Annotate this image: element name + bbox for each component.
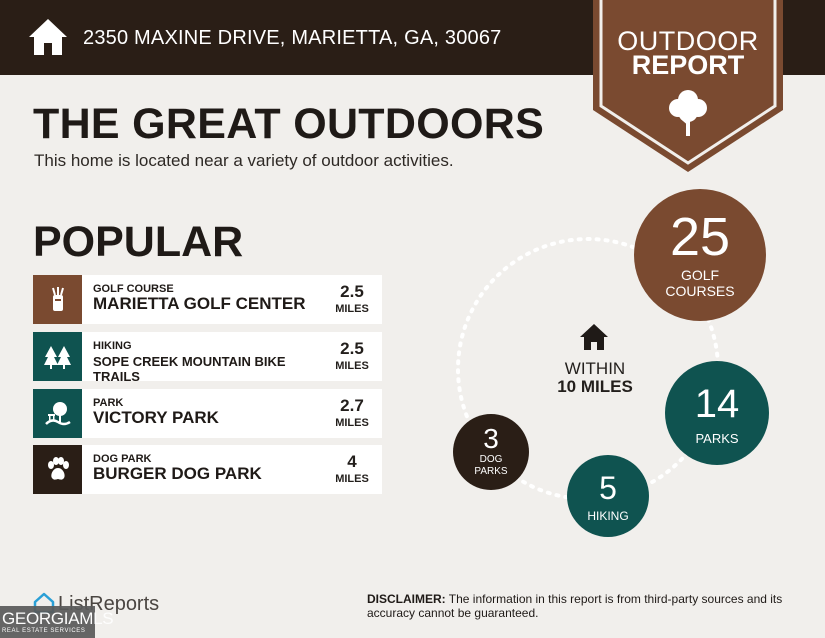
dog-count: 3 (483, 423, 499, 454)
home-icon (29, 19, 67, 55)
hiking-count: 5 (599, 470, 617, 506)
within-radius: 10 MILES (557, 377, 633, 396)
popular-heading: POPULAR (33, 218, 244, 266)
page-subtitle: This home is located near a variety of o… (34, 151, 454, 170)
popular-item-park: PARK VICTORY PARK 2.7 MILES (33, 389, 382, 438)
parks-count-circle: 14 PARKS (665, 361, 769, 465)
hiking-count-circle: 5 HIKING (567, 455, 649, 537)
item-category: PARK (93, 397, 124, 409)
dog-count-circle: 3 DOG PARKS (453, 414, 529, 490)
item-category: HIKING (93, 340, 132, 352)
badge-title-line1: OUTDOOR (617, 26, 759, 56)
popular-item-golf: GOLF COURSE MARIETTA GOLF CENTER 2.5 MIL… (33, 275, 382, 324)
item-distance: 4 (347, 452, 357, 471)
park-tree-icon (33, 389, 82, 438)
page-title: THE GREAT OUTDOORS (33, 100, 545, 148)
item-category: GOLF COURSE (93, 283, 174, 295)
item-distance-unit: MILES (335, 303, 369, 315)
item-name: BURGER DOG PARK (93, 464, 262, 483)
dog-count-label: DOG PARKS (474, 454, 508, 477)
pine-trees-icon (33, 332, 82, 381)
home-small-icon (580, 324, 608, 350)
popular-item-dog-park: DOG PARK BURGER DOG PARK 4 MILES (33, 445, 382, 494)
golf-count-label: GOLF COURSES (665, 267, 735, 299)
item-distance: 2.7 (340, 396, 364, 415)
outdoor-report-badge (593, 0, 783, 172)
popular-item-hiking: HIKING SOPE CREEK MOUNTAIN BIKE TRAILS 2… (33, 332, 382, 384)
item-distance-unit: MILES (335, 360, 369, 372)
hiking-count-label: HIKING (587, 509, 629, 523)
parks-count: 14 (694, 382, 740, 426)
golf-bag-icon (33, 275, 82, 324)
georgia-mls-watermark: GEORGIAMLS REAL ESTATE SERVICES (0, 606, 114, 638)
parks-count-label: PARKS (695, 431, 739, 446)
item-distance-unit: MILES (335, 473, 369, 485)
property-address: 2350 MAXINE DRIVE, MARIETTA, GA, 30067 (83, 27, 502, 49)
tree-icon (669, 90, 707, 136)
paw-icon (33, 445, 82, 494)
item-distance-unit: MILES (335, 417, 369, 429)
item-distance: 2.5 (340, 339, 364, 358)
watermark-sub: REAL ESTATE SERVICES (2, 628, 86, 634)
disclaimer-label: DISCLAIMER: (367, 592, 446, 606)
within-label: WITHIN (564, 359, 626, 378)
badge-title-line2: REPORT (631, 50, 745, 80)
item-category: DOG PARK (93, 453, 152, 465)
disclaimer-text: The information in this report is from t… (367, 592, 783, 620)
item-name: SOPE CREEK MOUNTAIN BIKE TRAILS (93, 354, 286, 384)
item-name: MARIETTA GOLF CENTER (93, 294, 306, 313)
disclaimer: DISCLAIMER: The information in this repo… (367, 592, 797, 620)
watermark-main: GEORGIAMLS (2, 609, 114, 628)
item-distance: 2.5 (340, 282, 364, 301)
golf-count-circle: 25 GOLF COURSES (634, 189, 766, 321)
golf-count: 25 (669, 207, 731, 267)
item-name: VICTORY PARK (93, 408, 219, 427)
